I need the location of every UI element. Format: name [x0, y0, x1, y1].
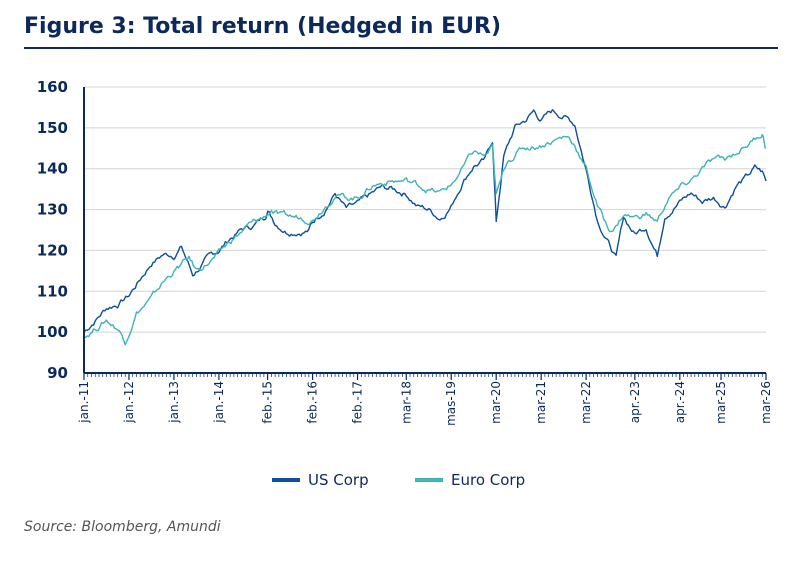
grid-lines — [84, 86, 766, 333]
series-line-1 — [83, 133, 767, 346]
x-tick-label: apr.-23 — [628, 381, 642, 423]
y-tick-label: 160 — [37, 78, 68, 96]
title-underline — [24, 47, 778, 49]
source-note: Source: Bloomberg, Amundi — [24, 519, 221, 535]
x-tick-label: apr.-24 — [673, 381, 687, 423]
y-axis-ticks: 90 100 110 120 130 140 150 160 — [37, 78, 68, 382]
y-tick-label: 140 — [37, 160, 68, 178]
axes — [83, 87, 767, 377]
x-tick-label: mar-18 — [399, 381, 413, 424]
x-tick-label: mar-25 — [714, 381, 728, 424]
x-tick-label: mar-22 — [579, 381, 593, 424]
x-tick-label: mar-21 — [534, 381, 548, 424]
chart-title: Figure 3: Total return (Hedged in EUR) — [24, 14, 502, 39]
series-line-0 — [83, 109, 767, 333]
y-tick-label: 110 — [37, 282, 68, 300]
x-axis-ticks: jan.-11 jan.-12 jan.-13 jan.-14 feb.-15 feb.-… — [77, 373, 773, 426]
legend: US Corp Euro Corp — [272, 471, 525, 489]
legend-label-0: US Corp — [308, 471, 369, 489]
x-tick-label: jan.-11 — [77, 381, 91, 424]
x-tick-label: mas-19 — [444, 381, 458, 426]
y-tick-label: 90 — [47, 364, 68, 382]
y-tick-label: 150 — [37, 119, 68, 137]
y-tick-label: 100 — [37, 323, 68, 341]
y-tick-label: 130 — [37, 201, 68, 219]
x-tick-label: feb.-16 — [306, 381, 320, 424]
x-tick-label: jan.-13 — [167, 381, 181, 424]
series-lines — [83, 109, 767, 346]
x-tick-label: jan.-12 — [122, 381, 136, 424]
x-tick-label: feb.-17 — [351, 381, 365, 424]
x-tick-label: mar-20 — [489, 381, 503, 424]
x-tick-label: jan.-14 — [212, 381, 226, 424]
y-tick-label: 120 — [37, 241, 68, 259]
legend-label-1: Euro Corp — [451, 471, 525, 489]
x-tick-label: mar-26 — [759, 381, 773, 424]
x-tick-label: feb.-15 — [261, 381, 275, 424]
